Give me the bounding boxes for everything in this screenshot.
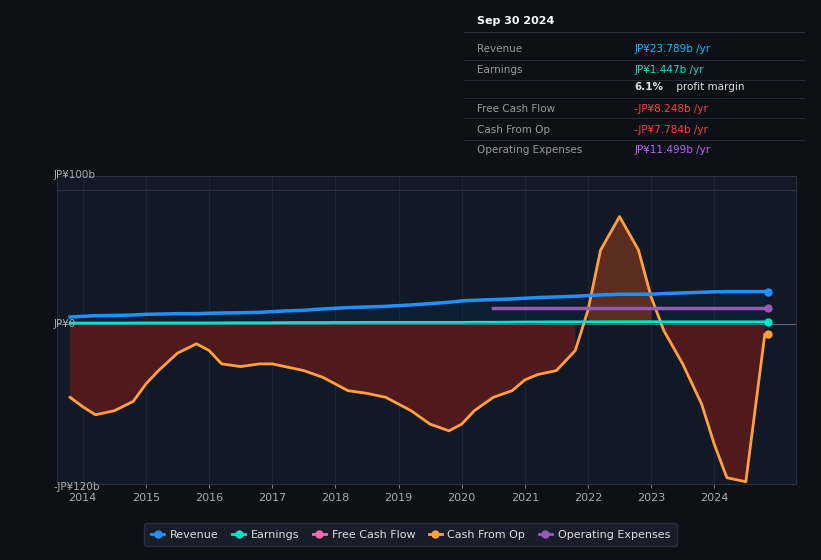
Text: Sep 30 2024: Sep 30 2024 — [478, 16, 555, 26]
Text: Earnings: Earnings — [478, 66, 523, 75]
Text: JP¥100b: JP¥100b — [53, 170, 95, 180]
Text: 6.1%: 6.1% — [635, 82, 663, 92]
Text: JP¥11.499b /yr: JP¥11.499b /yr — [635, 146, 710, 155]
Text: Revenue: Revenue — [478, 44, 523, 54]
Text: JP¥0: JP¥0 — [53, 319, 76, 329]
Text: Operating Expenses: Operating Expenses — [478, 146, 583, 155]
Text: -JP¥120b: -JP¥120b — [53, 482, 100, 492]
Legend: Revenue, Earnings, Free Cash Flow, Cash From Op, Operating Expenses: Revenue, Earnings, Free Cash Flow, Cash … — [144, 523, 677, 547]
Text: Free Cash Flow: Free Cash Flow — [478, 104, 556, 114]
Text: profit margin: profit margin — [673, 82, 745, 92]
Text: JP¥1.447b /yr: JP¥1.447b /yr — [635, 66, 704, 75]
Text: -JP¥8.248b /yr: -JP¥8.248b /yr — [635, 104, 708, 114]
Text: JP¥23.789b /yr: JP¥23.789b /yr — [635, 44, 710, 54]
Text: -JP¥7.784b /yr: -JP¥7.784b /yr — [635, 125, 708, 136]
Text: Cash From Op: Cash From Op — [478, 125, 551, 136]
